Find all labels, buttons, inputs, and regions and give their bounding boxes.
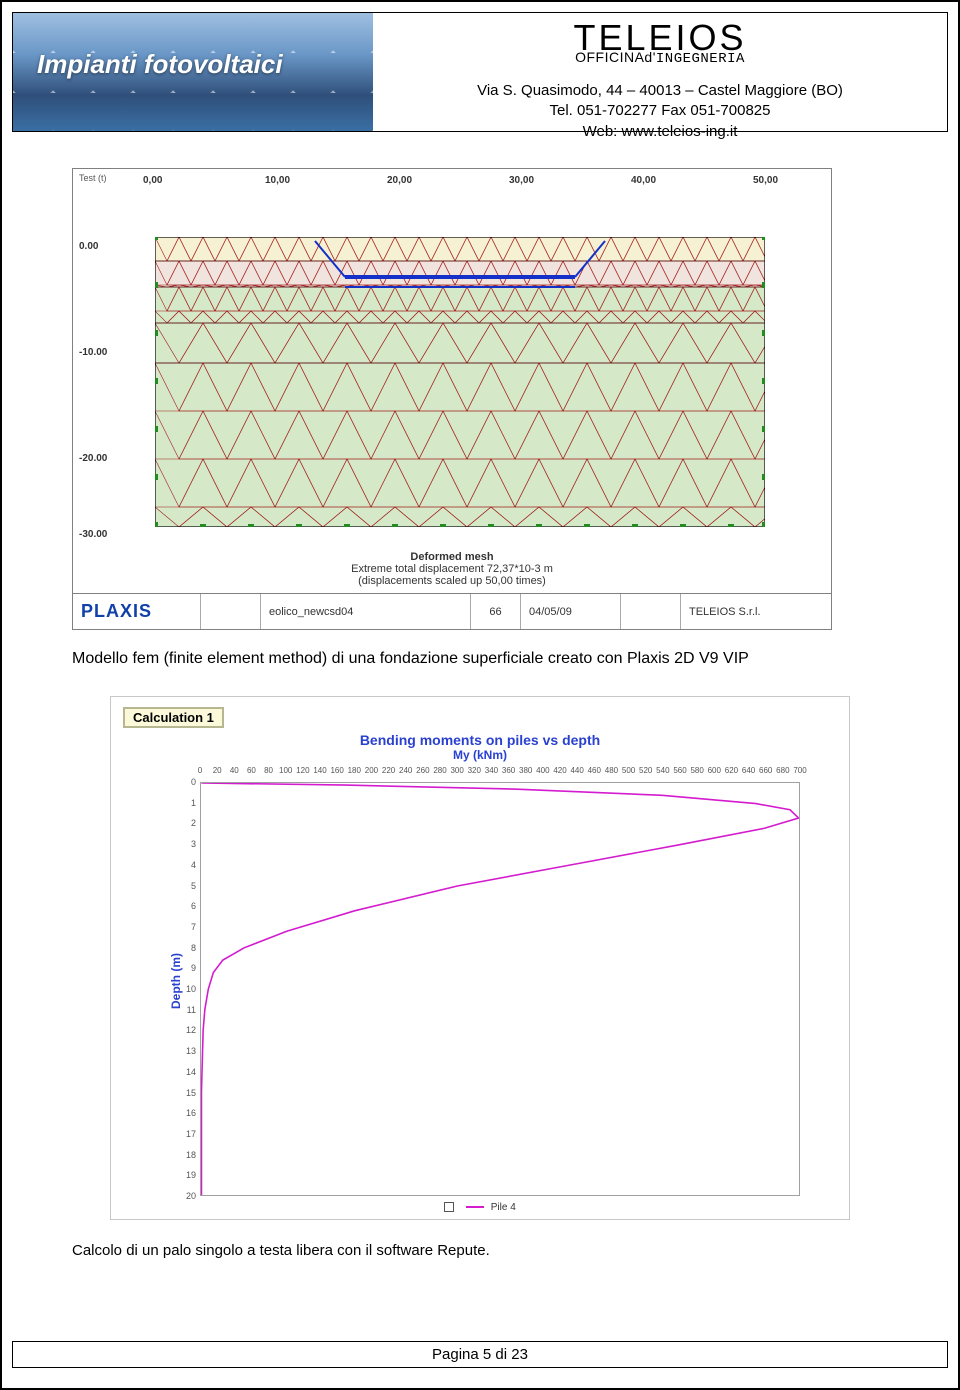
addr-line: Via S. Quasimodo, 44 – 40013 – Castel Ma… [373, 81, 947, 101]
plaxis-figure: Test (t) 0,0010,0020,0030,0040,0050,00 0… [72, 168, 832, 630]
plaxis-logo-text: PLAXIS [81, 601, 152, 621]
plaxis-meta-l2: (displacements scaled up 50,00 times) [73, 575, 831, 587]
header-box: Impianti fotovoltaici TELEIOS OFFICINAd'… [12, 12, 948, 132]
repute-svg [201, 783, 799, 1195]
page-footer: Pagina 5 di 23 [12, 1341, 948, 1368]
repute-y-ticks: 01234567891011121314151617181920 [160, 782, 200, 1196]
plaxis-cell-blank2 [621, 594, 681, 629]
caption-repute: Calcolo di un palo singolo a testa liber… [72, 1242, 948, 1259]
repute-plot-area [200, 782, 800, 1196]
plaxis-logo: PLAXIS [73, 594, 201, 629]
plaxis-meta: Deformed mesh Extreme total displacement… [73, 547, 831, 593]
brand-block: TELEIOS OFFICINAd'INGEGNERIA Via S. Quas… [373, 13, 947, 131]
legend-line-icon [466, 1206, 484, 1208]
page-number: Pagina 5 di 23 [432, 1346, 528, 1363]
plaxis-mesh-svg [155, 237, 765, 527]
repute-legend: Pile 4 [123, 1202, 837, 1213]
plaxis-cell-date: 04/05/09 [521, 594, 621, 629]
plaxis-cell-blank1 [201, 594, 261, 629]
repute-title: Bending moments on piles vs depth [123, 732, 837, 748]
plaxis-cell-company: TELEIOS S.r.l. [681, 594, 831, 629]
legend-text: Pile 4 [491, 1202, 516, 1213]
plaxis-cell-step: 66 [471, 594, 521, 629]
plaxis-y-axis-title: Test (t) [79, 173, 107, 183]
repute-x-ticks: 0204060801001201401601802002202402602803… [200, 766, 800, 782]
plaxis-cell-file: eolico_newcsd04 [261, 594, 471, 629]
repute-xlabel: My (kNm) [123, 748, 837, 762]
legend-checkbox-icon [444, 1202, 454, 1212]
plaxis-meta-title: Deformed mesh [73, 551, 831, 563]
brand-sub-1: OFFICINAd' [575, 49, 656, 65]
brand-sub-2: INGEGNERIA [656, 51, 745, 67]
repute-figure: Calculation 1 Bending moments on piles v… [110, 696, 850, 1220]
tel-line: Tel. 051-702277 Fax 051-700825 [373, 101, 947, 121]
plaxis-meta-l1: Extreme total displacement 72,37*10-3 m [73, 563, 831, 575]
banner-text: Impianti fotovoltaici [37, 49, 283, 80]
caption-plaxis: Modello fem (finite element method) di u… [72, 650, 888, 668]
web-line: Web: www.teleios-ing.it [373, 122, 947, 142]
calc-badge: Calculation 1 [123, 707, 224, 728]
plaxis-footer: PLAXIS eolico_newcsd04 66 04/05/09 TELEI… [73, 593, 831, 629]
banner-image: Impianti fotovoltaici [13, 13, 373, 131]
